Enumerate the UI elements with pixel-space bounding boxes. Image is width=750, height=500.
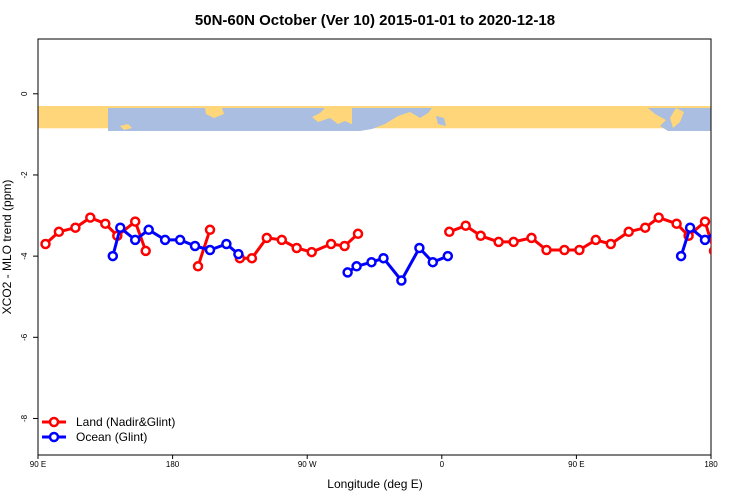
y-tick-label: 0 — [20, 91, 29, 96]
land-data-point — [306, 246, 317, 258]
ocean-series-line — [111, 226, 240, 257]
ocean-data-point — [414, 242, 425, 254]
land-data-point — [352, 228, 364, 240]
land-data-point — [508, 236, 519, 248]
land-data-point — [53, 226, 65, 238]
ocean-data-point — [715, 226, 723, 234]
x-tick-label: 90 W — [298, 460, 317, 469]
land-data-point — [70, 222, 81, 233]
x-tick-label: 180 — [704, 460, 718, 469]
x-tick-label: 0 — [440, 460, 445, 469]
map-land-britain — [410, 116, 420, 128]
land-data-point — [140, 245, 151, 257]
land-data-point — [261, 232, 273, 244]
map-ocean-pacific — [108, 108, 160, 131]
ocean-data-point — [204, 244, 216, 256]
y-tick-label: -2 — [20, 171, 29, 179]
ocean-data-point — [159, 234, 171, 246]
ocean-data-point — [221, 238, 232, 250]
legend-ocean-label: Ocean (Glint) — [76, 430, 147, 444]
land-data-point — [574, 244, 585, 256]
land-data-point — [526, 232, 537, 244]
chart-title: 50N-60N October (Ver 10) 2015-01-01 to 2… — [195, 12, 555, 29]
map-land-kamchatka — [670, 108, 684, 128]
land-data-point — [653, 212, 664, 223]
ocean-data-point — [115, 222, 126, 233]
land-data-point — [605, 238, 617, 250]
ocean-data-point — [351, 261, 362, 272]
legend-land-marker — [48, 416, 60, 428]
y-axis: 0 -2 -4 -6 -8 — [20, 91, 38, 422]
map-band — [38, 106, 711, 131]
y-tick-label: -6 — [20, 333, 29, 341]
land-data-point — [444, 226, 455, 238]
land-data-point — [590, 234, 602, 246]
map-land-aleutian — [120, 124, 132, 130]
land-data-point — [204, 224, 216, 236]
land-data-point — [541, 244, 552, 256]
y-tick-label: -4 — [20, 252, 29, 260]
land-data-point — [192, 261, 204, 272]
land-data-point — [325, 238, 337, 250]
land-data-point — [639, 222, 651, 233]
ocean-data-point — [366, 256, 377, 268]
land-data-point — [493, 236, 504, 248]
x-axis-label: Longitude (deg E) — [327, 477, 422, 491]
y-axis-label: XCO2 - MLO trend (ppm) — [0, 180, 14, 315]
legend-land-label: Land (Nadir&Glint) — [76, 415, 175, 429]
y-tick-label: -8 — [20, 414, 29, 422]
ocean-data-point — [731, 236, 739, 244]
ocean-data-point — [189, 240, 201, 252]
land-data-point — [85, 212, 96, 223]
land-data-point — [246, 252, 258, 264]
ocean-data-point — [143, 224, 154, 236]
ocean-data-point — [684, 222, 696, 233]
map-ocean-hudson — [283, 117, 301, 127]
land-data-point — [276, 234, 288, 246]
ocean-data-point — [442, 250, 454, 262]
legend-ocean-marker — [48, 431, 60, 443]
x-tick-label: 180 — [166, 460, 180, 469]
ocean-data-point — [233, 248, 244, 260]
legend: Land (Nadir&Glint) Ocean (Glint) — [42, 415, 175, 444]
land-data-point — [339, 240, 350, 252]
ocean-data-point — [342, 267, 353, 278]
x-tick-label: 90 E — [568, 460, 584, 469]
ocean-data-point — [174, 234, 186, 246]
map-ocean-atlantic — [352, 108, 432, 131]
land-data-point — [671, 218, 682, 229]
land-data-point — [708, 246, 711, 256]
land-data-point — [291, 242, 302, 254]
land-data-point — [699, 216, 711, 227]
ocean-data-point — [699, 234, 711, 246]
ocean-data-point — [396, 275, 407, 286]
ocean-data-point — [378, 252, 389, 264]
land-data-point — [460, 220, 471, 231]
map-ocean-baltic — [436, 116, 446, 126]
x-axis: 90 E 180 90 W 0 90 E 180 — [30, 455, 718, 469]
land-data-point — [100, 218, 111, 229]
ocean-data-point — [129, 234, 141, 246]
x-tick-label: 90 E — [30, 460, 46, 469]
series-layer — [40, 212, 739, 286]
map-land-alaska — [205, 108, 224, 118]
ocean-data-point — [427, 256, 439, 268]
land-data-point — [623, 226, 634, 238]
land-data-point — [475, 230, 486, 242]
land-data-point — [129, 216, 141, 227]
ocean-data-point — [675, 250, 687, 262]
land-data-point — [40, 238, 51, 250]
ocean-data-point — [107, 250, 119, 262]
land-data-point — [559, 244, 570, 256]
